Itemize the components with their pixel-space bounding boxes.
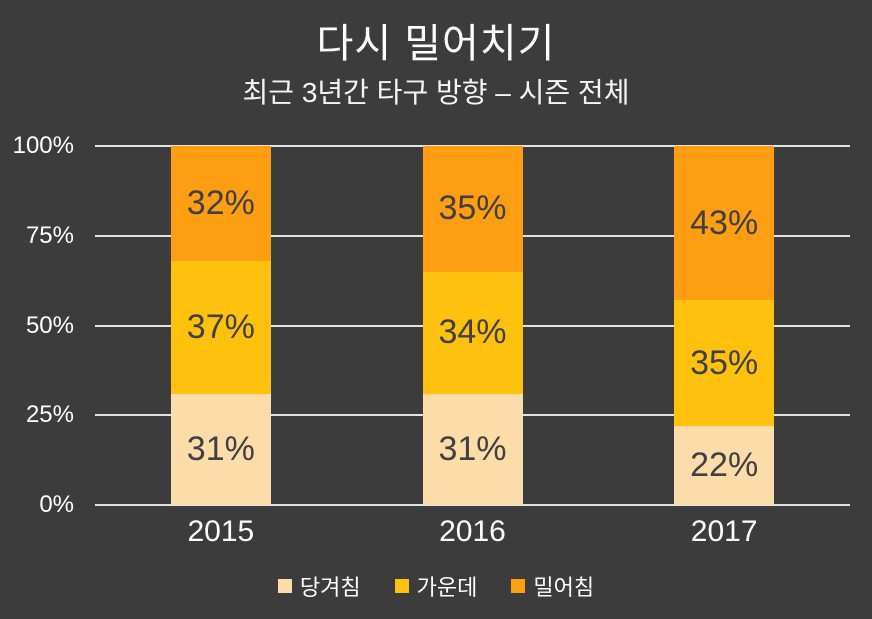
y-axis-label: 50%: [25, 311, 74, 339]
y-axis-label: 100%: [12, 132, 74, 159]
data-label: 34%: [438, 313, 507, 352]
legend-label-center: 가운데: [416, 575, 478, 600]
bar-segment-2015-pull[interactable]: 31%: [170, 393, 271, 505]
data-label: 37%: [186, 307, 255, 346]
data-label: 43%: [690, 203, 759, 242]
gridline: [95, 504, 850, 506]
bar-segment-2017-push[interactable]: 43%: [674, 146, 775, 301]
bar-2015[interactable]: 31% 37% 32%: [170, 146, 271, 505]
legend-item-center[interactable]: 가운데: [394, 570, 478, 602]
chart-title: 다시 밀어치기: [316, 22, 556, 66]
data-label: 35%: [438, 189, 507, 228]
bar-segment-2015-center[interactable]: 37%: [170, 260, 271, 394]
chart-container: 다시 밀어치기 최근 3년간 타구 방향 – 시즌 전체 100% 75% 50…: [0, 20, 872, 601]
x-axis-label-2016: 2016: [439, 515, 506, 548]
data-label: 22%: [690, 446, 759, 485]
legend-swatch-center: [394, 579, 409, 593]
bar-segment-2015-push[interactable]: 32%: [170, 146, 271, 261]
bar-segment-2016-pull[interactable]: 31%: [422, 393, 523, 505]
legend-item-push[interactable]: 밀어침: [511, 570, 594, 602]
legend-swatch-pull: [277, 579, 292, 593]
data-label: 31%: [438, 429, 507, 468]
x-axis: 2015 2016 2017: [95, 505, 850, 548]
gridline: [95, 145, 850, 147]
data-label: 31%: [186, 429, 255, 468]
data-label: 35%: [690, 343, 759, 382]
legend-label-pull: 당겨침: [299, 575, 361, 600]
bar-2016[interactable]: 31% 34% 35%: [422, 146, 523, 505]
legend-swatch-push: [511, 579, 526, 593]
bar-segment-2016-push[interactable]: 35%: [422, 146, 523, 272]
legend-label-push: 밀어침: [533, 575, 595, 600]
x-axis-label-2015: 2015: [187, 515, 255, 548]
bar-segment-2017-pull[interactable]: 22%: [674, 426, 775, 505]
chart-subtitle: 최근 3년간 타구 방향 – 시즌 전체: [242, 77, 630, 108]
y-axis-label: 0%: [39, 491, 74, 518]
x-axis-label-2017: 2017: [690, 515, 758, 548]
legend: 당겨침 가운데 밀어침: [0, 571, 872, 601]
data-label: 32%: [186, 183, 255, 222]
legend-item-pull[interactable]: 당겨침: [277, 570, 361, 602]
bar-2017[interactable]: 22% 35% 43%: [674, 146, 775, 505]
y-axis-label: 75%: [25, 221, 74, 249]
bar-segment-2017-center[interactable]: 35%: [674, 300, 775, 427]
y-axis-label: 25%: [25, 401, 74, 429]
plot-area: 100% 75% 50% 25% 0% 31% 37% 32% 31% 34% 35% 22…: [13, 132, 850, 518]
bar-segment-2016-center[interactable]: 34%: [422, 271, 523, 394]
